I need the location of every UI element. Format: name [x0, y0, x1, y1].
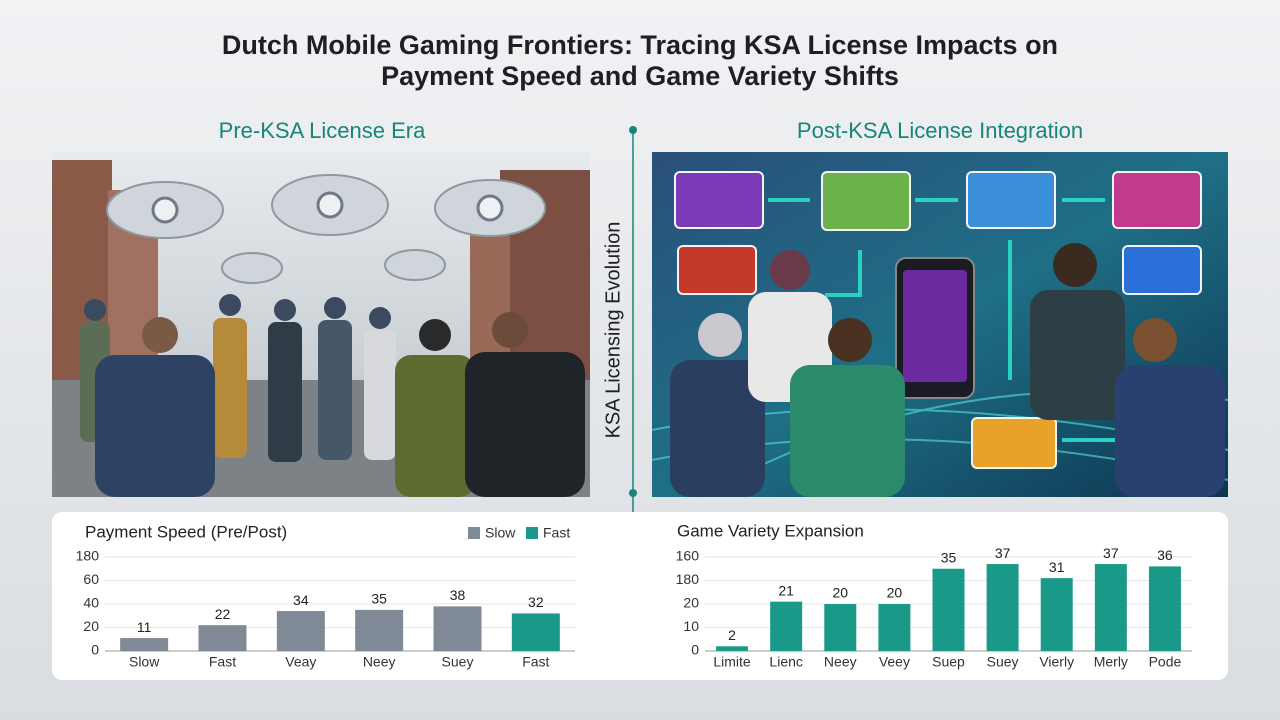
title-line: Payment Speed and Game Variety Shifts — [381, 61, 899, 91]
x-tick-label: Neey — [363, 654, 396, 670]
value-label: 32 — [528, 594, 544, 610]
bar — [1040, 578, 1073, 651]
x-tick-label: Neey — [824, 654, 857, 670]
x-tick-label: Fast — [209, 654, 236, 670]
chart-title: Payment Speed (Pre/Post) — [85, 522, 287, 541]
value-label: 35 — [371, 591, 387, 607]
bar — [276, 611, 325, 651]
chart-title: Game Variety Expansion — [677, 521, 864, 540]
x-tick-label: Slow — [129, 654, 160, 670]
value-label: 37 — [1103, 545, 1119, 561]
bar — [198, 625, 247, 651]
section-heading: Post-KSA License Integration — [797, 118, 1083, 143]
x-tick-label: Merly — [1094, 654, 1128, 670]
x-tick-label: Fast — [522, 654, 549, 670]
legend-label: Slow — [485, 525, 516, 541]
bar — [824, 604, 857, 651]
value-label: 37 — [995, 545, 1011, 561]
bar — [433, 606, 482, 651]
legend-swatch — [468, 527, 480, 539]
bar — [716, 646, 749, 651]
y-tick-label: 40 — [83, 595, 99, 611]
x-tick-label: Suey — [442, 654, 474, 670]
bar — [932, 568, 965, 651]
value-label: 20 — [887, 585, 903, 601]
legend-label: Fast — [543, 525, 570, 541]
value-label: 36 — [1157, 547, 1173, 563]
x-tick-label: Limite — [713, 654, 751, 670]
y-tick-label: 180 — [76, 548, 100, 564]
y-tick-label: 160 — [676, 548, 700, 564]
x-tick-label: Suey — [987, 654, 1019, 670]
bar — [511, 613, 560, 651]
bar — [355, 609, 404, 651]
bar — [770, 601, 803, 651]
x-tick-label: Vierly — [1039, 654, 1074, 670]
value-label: 34 — [293, 592, 309, 608]
y-tick-label: 20 — [83, 618, 99, 634]
y-tick-label: 180 — [676, 571, 700, 587]
value-label: 11 — [137, 619, 152, 635]
y-tick-label: 20 — [683, 595, 699, 611]
value-label: 31 — [1049, 559, 1065, 575]
x-tick-label: Veay — [285, 654, 316, 670]
x-tick-label: Lienc — [769, 654, 802, 670]
section-heading: Pre-KSA License Era — [219, 118, 426, 143]
value-label: 35 — [941, 549, 957, 565]
value-label: 38 — [450, 587, 466, 603]
divider-label: KSA Licensing Evolution — [602, 222, 624, 439]
bar — [120, 638, 169, 651]
legend-swatch — [526, 527, 538, 539]
value-label: 22 — [215, 606, 231, 622]
value-label: 2 — [728, 627, 736, 643]
title-line: Dutch Mobile Gaming Frontiers: Tracing K… — [222, 30, 1058, 60]
bar — [1094, 564, 1127, 651]
x-tick-label: Veey — [879, 654, 910, 670]
post-ksa-illustration — [651, 152, 1229, 498]
y-tick-label: 10 — [683, 618, 699, 634]
x-tick-label: Pode — [1149, 654, 1182, 670]
y-tick-label: 0 — [691, 642, 699, 658]
pre-ksa-illustration — [52, 152, 590, 497]
bar — [878, 604, 911, 651]
bar — [1148, 566, 1181, 651]
bar — [986, 564, 1019, 651]
y-tick-label: 0 — [91, 642, 99, 658]
x-tick-label: Suep — [932, 654, 965, 670]
value-label: 21 — [778, 582, 794, 598]
y-tick-label: 60 — [83, 571, 99, 587]
value-label: 20 — [832, 585, 848, 601]
